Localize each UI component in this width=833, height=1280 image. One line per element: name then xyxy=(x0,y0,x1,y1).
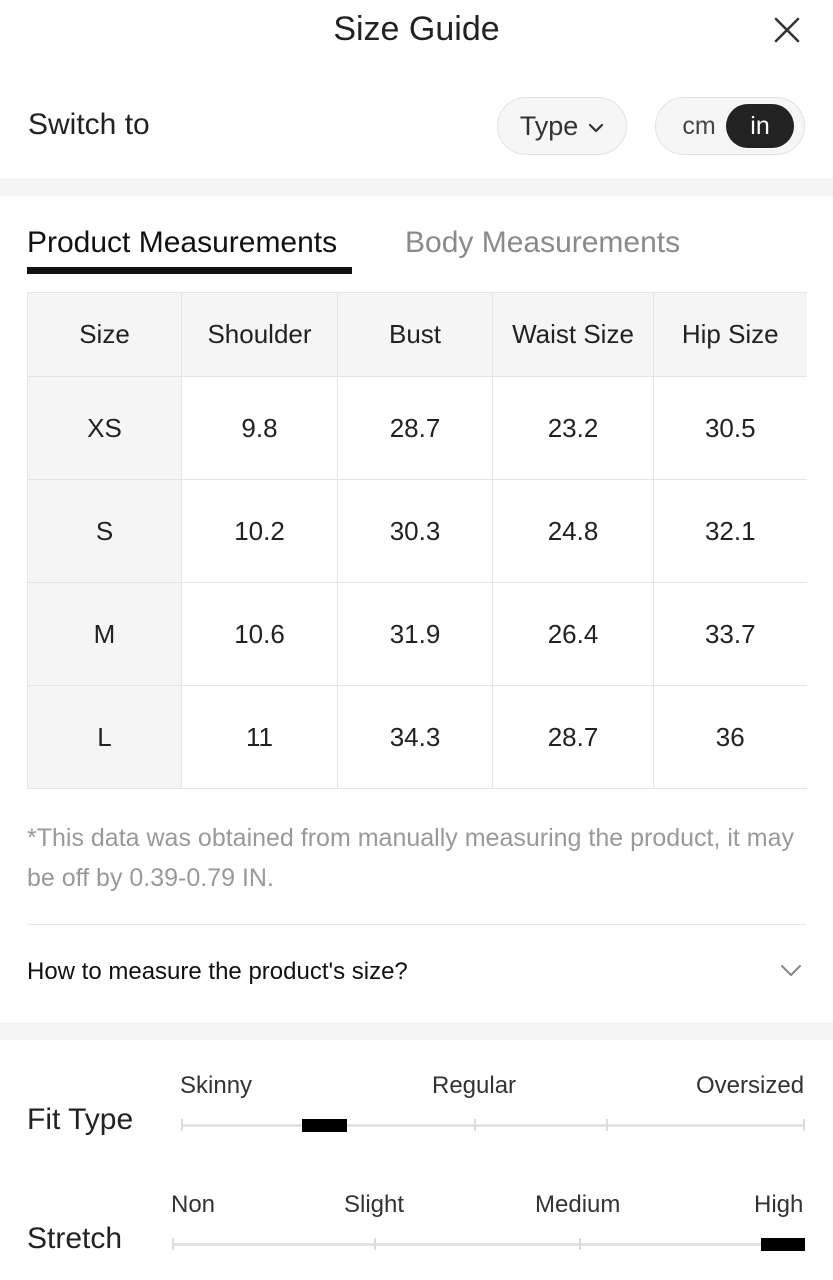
type-button-label: Type xyxy=(519,110,579,141)
table-cell: 23.2 xyxy=(492,376,654,480)
table-cell: 30.3 xyxy=(337,479,493,583)
stretch-label-high: High xyxy=(754,1191,804,1218)
measurement-note: *This data was obtained from manually me… xyxy=(27,824,795,892)
column-header: Bust xyxy=(337,292,493,377)
size-cell: L xyxy=(27,685,182,789)
header: Size Guide xyxy=(0,0,833,60)
table-cell: 9.8 xyxy=(181,376,338,480)
table-row: XS 9.8 28.7 23.2 30.5 xyxy=(27,376,807,480)
fit-label-regular: Regular xyxy=(432,1072,517,1099)
table-header-row: Size Shoulder Bust Waist Size Hip Size xyxy=(27,292,807,377)
table-row: S 10.2 30.3 24.8 32.1 xyxy=(27,479,807,583)
scale-tick xyxy=(374,1238,376,1250)
fit-type-title: Fit Type xyxy=(27,1103,134,1136)
close-icon[interactable] xyxy=(771,14,803,46)
tab-product-measurements[interactable]: Product Measurements xyxy=(27,226,338,259)
table-cell: 10.2 xyxy=(181,479,338,583)
table-cell: 26.4 xyxy=(492,582,654,686)
table-cell: 24.8 xyxy=(492,479,654,583)
stretch-title: Stretch xyxy=(27,1222,123,1255)
page-title: Size Guide xyxy=(333,10,500,48)
measurement-tabs: Product Measurements Body Measurements xyxy=(0,222,833,278)
scale-tick xyxy=(181,1119,183,1131)
stretch-label-medium: Medium xyxy=(535,1191,621,1218)
table-row: L 11 34.3 28.7 36 xyxy=(27,685,807,789)
table-cell: 11 xyxy=(181,685,338,789)
size-cell: S xyxy=(27,479,182,583)
table-cell: 33.7 xyxy=(653,582,807,686)
unit-toggle[interactable]: cm in xyxy=(655,97,805,155)
chevron-down-icon xyxy=(781,965,801,976)
table-cell: 30.5 xyxy=(653,376,807,480)
stretch-track xyxy=(172,1243,805,1246)
type-dropdown-button[interactable]: Type xyxy=(497,97,627,155)
table-cell: 10.6 xyxy=(181,582,338,686)
table-cell: 32.1 xyxy=(653,479,807,583)
fit-type-track xyxy=(181,1124,805,1127)
scale-tick xyxy=(606,1119,608,1131)
stretch-label-non: Non xyxy=(171,1191,216,1218)
table-cell: 28.7 xyxy=(492,685,654,789)
switch-label: Switch to xyxy=(28,108,150,141)
size-table: Size Shoulder Bust Waist Size Hip Size X… xyxy=(27,292,807,789)
fit-label-skinny: Skinny xyxy=(180,1072,253,1099)
size-cell: M xyxy=(27,582,182,686)
how-to-measure-row[interactable]: How to measure the product's size? xyxy=(0,940,833,1010)
size-cell: XS xyxy=(27,376,182,480)
fit-label-oversized: Oversized xyxy=(696,1072,805,1099)
divider xyxy=(27,924,806,925)
tab-body-measurements[interactable]: Body Measurements xyxy=(405,226,681,259)
fit-type-marker xyxy=(302,1119,348,1132)
stretch-label-slight: Slight xyxy=(344,1191,405,1218)
unit-in-option[interactable]: in xyxy=(726,104,794,148)
close-button[interactable] xyxy=(771,14,803,46)
stretch-marker xyxy=(761,1238,805,1251)
section-divider xyxy=(0,1022,833,1040)
column-header: Waist Size xyxy=(492,292,654,377)
column-header: Hip Size xyxy=(653,292,807,377)
table-cell: 36 xyxy=(653,685,807,789)
column-header: Size xyxy=(27,292,182,377)
unit-cm-option[interactable]: cm xyxy=(682,111,716,140)
table-cell: 34.3 xyxy=(337,685,493,789)
table-cell: 31.9 xyxy=(337,582,493,686)
how-to-measure-label: How to measure the product's size? xyxy=(27,958,408,985)
chevron-down-icon xyxy=(589,123,604,132)
switch-row: Switch to Type cm in xyxy=(0,90,833,160)
scale-tick xyxy=(579,1238,581,1250)
table-row: M 10.6 31.9 26.4 33.7 xyxy=(27,582,807,686)
scale-tick xyxy=(474,1119,476,1131)
active-tab-indicator xyxy=(27,267,352,274)
column-header: Shoulder xyxy=(181,292,338,377)
section-divider xyxy=(0,178,833,196)
scale-tick xyxy=(803,1119,805,1131)
scale-tick xyxy=(172,1238,174,1250)
table-cell: 28.7 xyxy=(337,376,493,480)
